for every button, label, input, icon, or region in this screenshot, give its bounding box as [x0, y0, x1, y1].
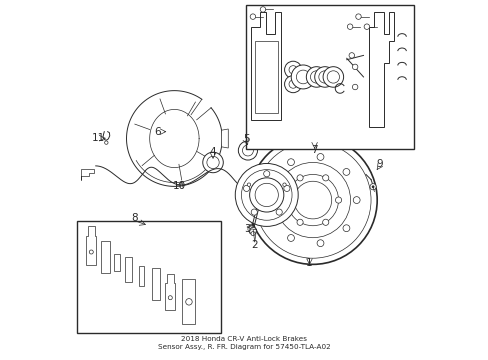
Circle shape: [287, 235, 294, 242]
Circle shape: [284, 61, 301, 78]
Circle shape: [296, 70, 309, 84]
Circle shape: [342, 225, 349, 231]
Text: 7: 7: [311, 145, 317, 156]
Circle shape: [263, 171, 269, 177]
Circle shape: [291, 65, 314, 89]
Polygon shape: [101, 241, 110, 273]
Circle shape: [288, 80, 297, 88]
Circle shape: [282, 183, 285, 186]
Circle shape: [104, 141, 108, 144]
Text: 2018 Honda CR-V Anti-Lock Brakes
Sensor Assy., R. FR. Diagram for 57450-TLA-A02: 2018 Honda CR-V Anti-Lock Brakes Sensor …: [158, 336, 330, 350]
Circle shape: [185, 298, 192, 305]
Circle shape: [235, 163, 298, 226]
Circle shape: [286, 174, 338, 226]
Circle shape: [242, 145, 253, 156]
Text: 5: 5: [243, 134, 249, 144]
Text: 2: 2: [251, 239, 258, 249]
Text: 11: 11: [91, 133, 104, 143]
Circle shape: [251, 209, 257, 215]
Circle shape: [326, 71, 339, 83]
Text: 9: 9: [375, 159, 382, 169]
Polygon shape: [81, 169, 94, 180]
Text: 10: 10: [173, 181, 186, 192]
Polygon shape: [114, 254, 120, 271]
Circle shape: [335, 197, 341, 203]
Text: 4: 4: [209, 147, 216, 157]
Polygon shape: [86, 226, 96, 265]
Circle shape: [342, 168, 349, 175]
Text: 8: 8: [131, 213, 138, 223]
Circle shape: [296, 219, 303, 225]
Circle shape: [284, 76, 301, 93]
Circle shape: [250, 14, 255, 19]
Polygon shape: [368, 12, 393, 127]
Circle shape: [249, 230, 253, 234]
Circle shape: [369, 184, 375, 190]
Circle shape: [248, 136, 376, 264]
Circle shape: [314, 67, 335, 87]
Circle shape: [305, 67, 326, 87]
Circle shape: [203, 152, 223, 173]
Circle shape: [275, 162, 350, 238]
Circle shape: [355, 14, 361, 19]
Circle shape: [352, 64, 357, 69]
Polygon shape: [151, 268, 160, 300]
Circle shape: [352, 197, 359, 203]
Circle shape: [288, 66, 297, 74]
Circle shape: [238, 141, 257, 160]
Circle shape: [322, 175, 328, 181]
Circle shape: [89, 250, 93, 254]
Circle shape: [293, 181, 331, 219]
Circle shape: [255, 183, 278, 207]
Circle shape: [364, 24, 369, 30]
Bar: [77, 221, 220, 333]
Circle shape: [243, 185, 249, 192]
Circle shape: [206, 156, 219, 168]
Polygon shape: [182, 279, 195, 324]
Circle shape: [283, 185, 289, 192]
Circle shape: [322, 219, 328, 225]
Circle shape: [241, 170, 291, 220]
Bar: [245, 5, 413, 149]
Text: 3: 3: [244, 224, 251, 234]
Text: 6: 6: [154, 127, 160, 137]
Circle shape: [348, 53, 354, 58]
Polygon shape: [254, 41, 278, 113]
Polygon shape: [139, 266, 144, 286]
Circle shape: [254, 142, 370, 258]
Circle shape: [247, 226, 254, 233]
Circle shape: [168, 296, 172, 300]
Circle shape: [287, 159, 294, 166]
Circle shape: [249, 228, 256, 234]
Circle shape: [284, 197, 290, 203]
Circle shape: [371, 185, 374, 188]
Circle shape: [276, 209, 282, 215]
Circle shape: [310, 71, 322, 83]
Circle shape: [247, 183, 250, 186]
Polygon shape: [251, 12, 281, 120]
Circle shape: [352, 84, 357, 90]
Circle shape: [316, 240, 323, 247]
Circle shape: [316, 153, 323, 160]
Circle shape: [346, 24, 352, 30]
Polygon shape: [165, 274, 175, 310]
Circle shape: [249, 178, 283, 212]
Polygon shape: [125, 257, 132, 282]
Circle shape: [250, 231, 255, 236]
Circle shape: [318, 71, 330, 83]
Circle shape: [323, 67, 343, 87]
Circle shape: [260, 7, 265, 12]
Circle shape: [268, 182, 275, 189]
Text: 1: 1: [305, 258, 312, 268]
Circle shape: [268, 212, 275, 219]
Polygon shape: [221, 129, 228, 148]
Circle shape: [296, 175, 303, 181]
